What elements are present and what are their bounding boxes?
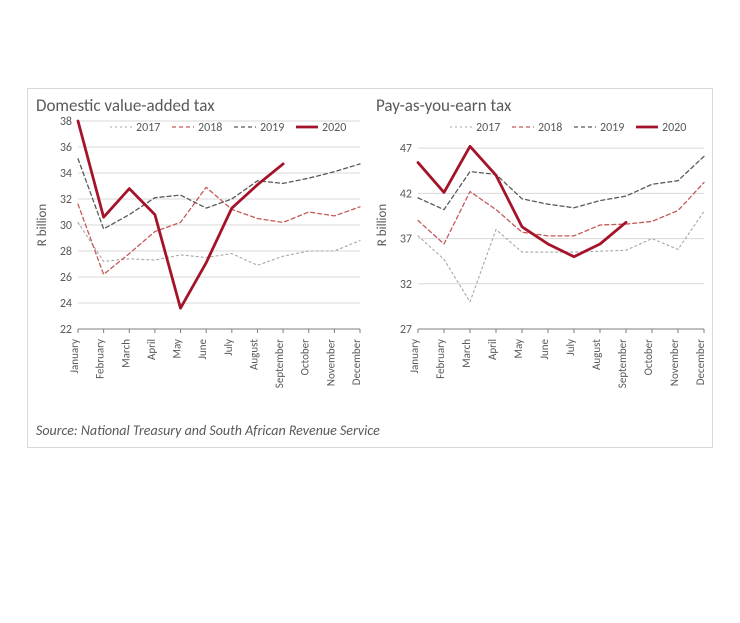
svg-text:August: August: [247, 339, 260, 370]
svg-text:2020: 2020: [662, 121, 686, 135]
svg-text:January: January: [68, 339, 81, 373]
svg-text:June: June: [538, 338, 551, 359]
svg-text:37: 37: [400, 233, 412, 247]
svg-text:February: February: [434, 339, 447, 379]
svg-text:2019: 2019: [260, 121, 284, 135]
svg-text:October: October: [642, 339, 655, 376]
svg-text:32: 32: [60, 193, 72, 207]
svg-text:February: February: [94, 339, 107, 379]
svg-text:May: May: [171, 339, 184, 358]
svg-text:34: 34: [60, 167, 72, 181]
svg-text:March: March: [460, 339, 473, 368]
svg-text:2020: 2020: [322, 121, 346, 135]
vat-chart-title: Domestic value-added tax: [36, 95, 215, 116]
paye-chart-panel: Pay-as-you-earn tax 27 32 37 42 47 R billion J…: [368, 89, 712, 399]
svg-text:28: 28: [60, 245, 72, 259]
svg-text:November: November: [668, 339, 681, 386]
svg-text:April: April: [145, 339, 158, 360]
source-label: Source: National Treasury and South Afri…: [36, 422, 380, 439]
svg-text:2018: 2018: [538, 121, 562, 135]
vat-chart-svg: 22 24 26 28 30 32 34 36 38 R billion January Februa…: [28, 89, 368, 399]
svg-text:April: April: [486, 339, 499, 360]
vat-chart-panel: Domestic value-added tax 22 24 26 28 30 32 34 3…: [28, 89, 368, 399]
svg-text:September: September: [273, 339, 286, 388]
svg-text:42: 42: [400, 187, 412, 201]
svg-text:2017: 2017: [136, 121, 160, 135]
svg-text:September: September: [616, 339, 629, 388]
svg-text:30: 30: [60, 219, 72, 233]
svg-text:38: 38: [60, 115, 72, 129]
svg-text:December: December: [694, 339, 707, 385]
svg-text:R billion: R billion: [375, 204, 390, 247]
svg-text:January: January: [408, 339, 421, 373]
svg-text:August: August: [590, 339, 603, 370]
svg-text:32: 32: [400, 278, 412, 292]
svg-text:May: May: [512, 339, 525, 358]
svg-text:R billion: R billion: [35, 204, 50, 247]
svg-text:24: 24: [60, 297, 72, 311]
svg-text:22: 22: [60, 323, 72, 337]
svg-text:March: March: [119, 339, 132, 368]
svg-text:December: December: [350, 339, 363, 385]
svg-text:2019: 2019: [600, 121, 624, 135]
paye-chart-svg: 27 32 37 42 47 R billion January February March A…: [368, 89, 712, 399]
svg-text:2018: 2018: [198, 121, 222, 135]
svg-text:October: October: [299, 339, 312, 376]
svg-text:July: July: [564, 339, 577, 356]
svg-text:47: 47: [400, 142, 412, 156]
svg-text:November: November: [324, 339, 337, 386]
chart-panels: Domestic value-added tax 22 24 26 28 30 32 34 3…: [28, 89, 712, 399]
svg-text:36: 36: [60, 141, 72, 155]
svg-text:2017: 2017: [476, 121, 500, 135]
paye-chart-title: Pay-as-you-earn tax: [376, 95, 511, 116]
chart-outer: Domestic value-added tax 22 24 26 28 30 32 34 3…: [27, 88, 713, 448]
svg-text:July: July: [222, 339, 235, 356]
svg-text:27: 27: [400, 323, 412, 337]
svg-text:26: 26: [60, 271, 72, 285]
svg-text:June: June: [196, 338, 209, 359]
